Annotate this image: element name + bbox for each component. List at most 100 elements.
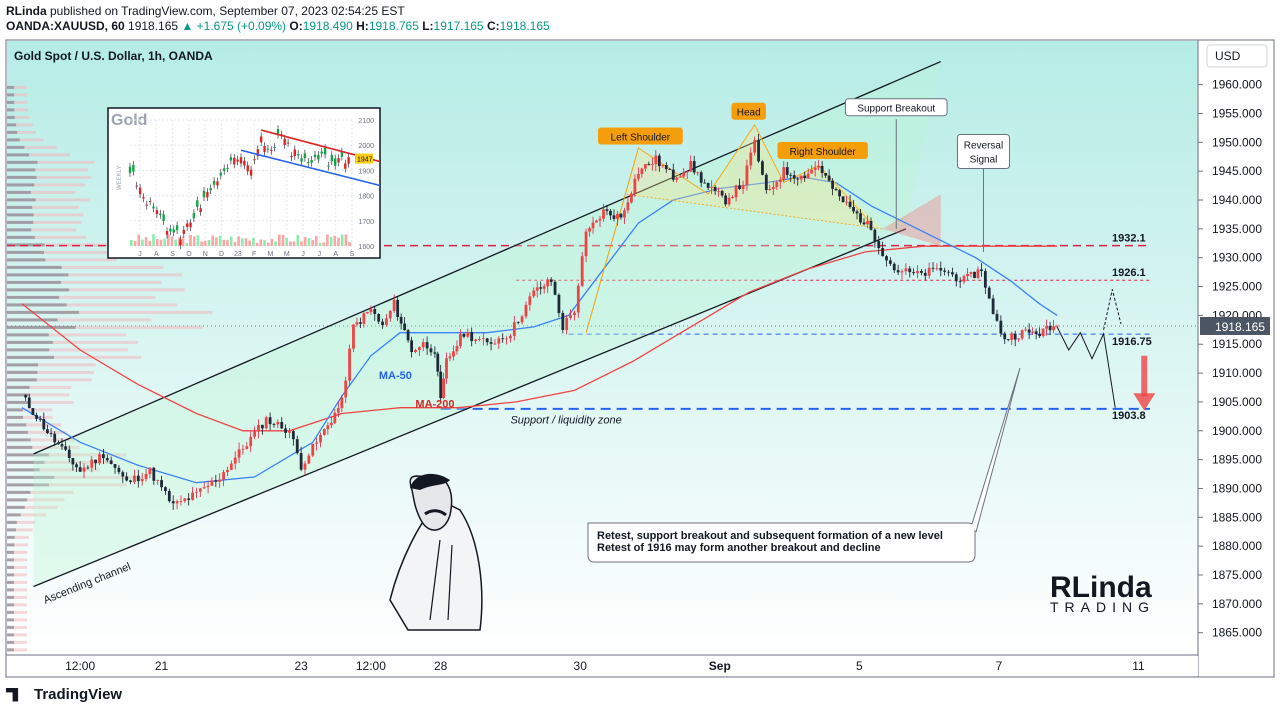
candle-body (640, 168, 644, 174)
inset-volume-bar (211, 235, 214, 246)
inset-volume-bar (229, 236, 233, 246)
volume-profile-bar (7, 295, 156, 299)
figure-hair (410, 473, 450, 490)
candle-body (650, 164, 654, 166)
candle-body (796, 178, 800, 180)
volume-profile-bar (7, 378, 92, 382)
currency-button[interactable]: USD (1206, 44, 1268, 68)
left-shoulder-tag-box (597, 127, 683, 145)
inset-volume-bar (152, 234, 155, 246)
inset-candle-body (239, 157, 243, 164)
candle-body (53, 433, 57, 443)
inset-price-tag-label: 1947 (357, 157, 373, 164)
inset-candle-body (283, 138, 286, 146)
candle-body (105, 458, 109, 461)
inset-volume-bar (215, 237, 218, 246)
candle-body (731, 197, 734, 199)
volume-profile-bar-dark (7, 423, 27, 427)
volume-profile-bar-dark (7, 430, 28, 434)
volume-profile-bar-dark (7, 228, 32, 232)
volume-profile-bar-dark (7, 648, 14, 652)
volume-profile-bar-dark (7, 295, 59, 299)
level-label: 1932.1 (1112, 233, 1146, 245)
candle-body (619, 213, 623, 218)
volume-profile-bar-dark (7, 610, 15, 614)
candle-body (745, 165, 749, 186)
projection-retest-path (1103, 289, 1122, 330)
candle-body (512, 322, 516, 336)
volume-profile-bar-dark (7, 333, 49, 337)
candle-body (175, 501, 179, 504)
inset-candle-body (333, 158, 337, 166)
projection-path (1056, 326, 1116, 408)
inset-candle-body (327, 165, 330, 167)
candle-body (179, 500, 183, 502)
candle-body (113, 464, 117, 468)
candle-body (584, 231, 588, 257)
candle-body (144, 473, 148, 480)
candle-body (764, 174, 768, 190)
close-label: C: (486, 19, 500, 33)
candle-body (885, 256, 888, 261)
candle-body (546, 279, 550, 287)
candle-body (520, 316, 524, 323)
inset-volume-bar (155, 239, 159, 246)
volume-profile-bar (7, 288, 185, 292)
candle-body (187, 498, 191, 500)
cartoon-figure (389, 473, 483, 631)
inset-volume-bar (185, 242, 189, 246)
inset-candle-body (347, 157, 350, 164)
inset-y-tick: 2100 (358, 118, 374, 125)
inset-volume-bar (311, 240, 314, 246)
candle-body (682, 172, 686, 177)
head-tag-box (731, 102, 766, 120)
candle-body (272, 424, 276, 425)
inset-volume-bar (348, 241, 351, 246)
volume-profile-bar (7, 633, 28, 637)
volume-profile-bar-dark (7, 153, 30, 157)
support-breakout-tag-box (844, 98, 948, 117)
volume-profile-bar (7, 348, 128, 352)
volume-profile-bar-dark (7, 535, 15, 539)
candle-body (229, 463, 233, 470)
candle-body (218, 479, 222, 482)
inset-x-tick: J (301, 251, 305, 258)
support-breakout-tag: Support Breakout (844, 98, 948, 117)
inset-title: Gold (111, 112, 147, 129)
candle-body (516, 322, 520, 324)
candle-body (497, 338, 501, 344)
inset-candle-body (270, 150, 273, 152)
inset-candle-body (263, 146, 266, 153)
reversal-signal-line1: Reversal (964, 141, 1003, 152)
candle-body (24, 394, 28, 398)
inset-candle-body (266, 148, 270, 150)
tradingview-logo-icon (6, 687, 19, 702)
inset-volume-bar (278, 234, 281, 246)
candle-body (60, 444, 64, 447)
volume-profile-bar (7, 280, 162, 284)
volume-profile-bar-dark (7, 198, 36, 202)
inset-volume-bar (337, 237, 340, 246)
inset-volume-bar (300, 241, 303, 246)
inset-volume-bar (326, 234, 329, 246)
y-tick-label: 1905.000 (1212, 395, 1262, 409)
volume-profile-bar-dark (7, 558, 15, 562)
candle-body (789, 174, 793, 176)
volume-profile-bar-dark (7, 93, 15, 97)
open-value: 1918.490 (302, 19, 353, 33)
candle-body (1045, 325, 1049, 329)
level-label: 1916.75 (1112, 336, 1152, 348)
x-tick-label: 28 (434, 659, 448, 673)
inset-candle-body (317, 154, 320, 160)
inset-candle-body (226, 167, 229, 169)
candle-body (307, 455, 311, 464)
volume-profile-bar (7, 408, 53, 412)
volume-profile-bar-dark (7, 400, 31, 404)
y-tick-label: 1895.000 (1212, 453, 1262, 467)
inset-y-tick: 2000 (358, 143, 374, 150)
inset-candle-body (219, 172, 223, 176)
candle-body (67, 449, 71, 458)
inset-volume-bar (322, 242, 325, 246)
candle-body (738, 185, 741, 189)
